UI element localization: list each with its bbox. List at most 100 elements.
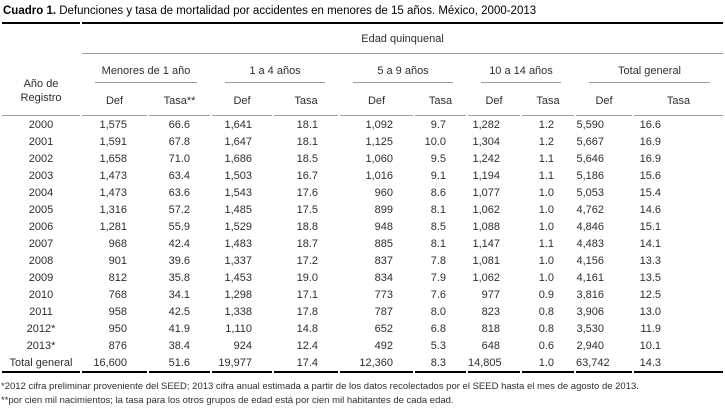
tasa-value: 17.4	[274, 354, 338, 373]
tasa-value: 1.0	[522, 354, 574, 373]
tasa-value: 9.7	[430, 118, 446, 131]
tasa-value: 57.2	[168, 203, 190, 216]
table-body: 2000 1,575 66.6 1,641 18.1 1,092 9.7 1,282 1.2 5,…	[2, 116, 724, 373]
tasa-value: 5.3	[430, 339, 446, 352]
corner-header: Año de Registro	[2, 22, 80, 116]
def-value: 1,591	[99, 135, 127, 148]
tasa-value: 8.6	[430, 186, 446, 199]
row-label: 2006	[28, 220, 54, 233]
tasa-value: 12.5	[639, 288, 662, 301]
def-value: 1,483	[224, 237, 252, 250]
def-value: 4,483	[576, 237, 604, 250]
def-value: 63,742	[576, 354, 632, 373]
def-value: 768	[108, 288, 127, 301]
tasa-value: 35.8	[168, 271, 190, 284]
def-value: 1,110	[225, 322, 252, 335]
table-row: 2001 1,591 67.8 1,647 18.1 1,125 10.0 1,304 1.2 5…	[2, 133, 723, 150]
def-value: 818	[481, 322, 500, 335]
row-label: 2003	[28, 169, 54, 182]
def-value: 3,906	[576, 305, 604, 318]
tasa-value: 16.9	[639, 152, 662, 165]
def-value: 1,077	[472, 186, 500, 199]
def-value: 823	[481, 305, 500, 318]
tasa-value: 15.6	[639, 169, 662, 182]
table-row: 2004 1,473 63.6 1,543 17.6 960 8.6 1,077 1.0 5,05…	[2, 184, 723, 201]
tasa-value: 8.0	[430, 305, 446, 318]
table-row: 2008 901 39.6 1,337 17.2 837 7.8 1,081 1.0 4,156 1…	[2, 252, 723, 269]
header-row-span: Año de Registro Edad quinquenal	[2, 22, 724, 116]
row-label: 2005	[28, 203, 54, 216]
tasa-value: 1.0	[538, 203, 554, 216]
def-value: 1,242	[472, 152, 500, 165]
table-title-text: Defunciones y tasa de mortalidad por acc…	[56, 5, 537, 17]
tasa-value: 8.3	[415, 354, 466, 373]
table-row: 2007 968 42.4 1,483 18.7 885 8.1 1,147 1.1 4,483 1…	[2, 235, 723, 252]
def-value: 12,360	[340, 354, 413, 373]
tasa-value: 38.4	[168, 339, 190, 352]
tasa-value: 1.1	[538, 169, 554, 182]
def-value: 4,161	[576, 271, 604, 284]
tasa-value: 16.9	[639, 135, 662, 148]
table-row: Total general 16,600 51.6 19,977 17.4 12,360 8…	[2, 354, 724, 373]
tasa-value: 0.6	[538, 339, 554, 352]
row-label: 2008	[28, 254, 54, 267]
group-header-cell: Menores de 1 año	[82, 54, 210, 86]
def-value: 1,686	[224, 152, 252, 165]
group-header-5-9: 5 a 9 años	[353, 58, 453, 83]
def-value: 1,503	[224, 169, 252, 182]
def-value: 1,473	[99, 169, 127, 182]
tasa-value: 42.5	[168, 305, 190, 318]
tasa-value: 63.6	[168, 186, 190, 199]
tasa-value: 13.3	[639, 254, 662, 267]
tasa-value: 1.1	[538, 237, 554, 250]
tasa-value: 55.9	[168, 220, 190, 233]
tasa-value: 63.4	[168, 169, 190, 182]
def-value: 5,590	[576, 118, 604, 131]
tasa-value: 41.9	[168, 322, 190, 335]
def-value: 3,816	[576, 288, 604, 301]
tasa-value: 1.1	[538, 152, 554, 165]
mortality-table: Año de Registro Edad quinquenal Menores …	[0, 22, 725, 373]
def-value: 950	[108, 322, 127, 335]
row-label: 2012*	[26, 322, 56, 335]
def-value: 1,088	[472, 220, 500, 233]
tasa-value: 18.8	[296, 220, 318, 233]
def-value: 1,453	[224, 271, 252, 284]
def-value: 1,298	[224, 288, 252, 301]
def-value: 876	[108, 339, 127, 352]
tasa-value: 19.0	[296, 271, 318, 284]
span-header: Edad quinquenal	[82, 22, 724, 54]
def-value: 3,530	[576, 322, 604, 335]
def-value: 5,646	[576, 152, 604, 165]
tasa-value: 0.8	[538, 305, 554, 318]
row-label: Total general	[2, 354, 80, 373]
table-row: 2005 1,316 57.2 1,485 17.5 899 8.1 1,062 1.0 4,76…	[2, 201, 723, 218]
def-value: 924	[233, 339, 252, 352]
def-value: 1,543	[224, 186, 252, 199]
group-header-10-14: 10 a 14 años	[481, 58, 561, 83]
tasa-value: 15.4	[639, 186, 662, 199]
row-label: 2001	[28, 135, 54, 148]
table-header: Año de Registro Edad quinquenal Menores …	[2, 22, 724, 116]
def-value: 652	[374, 322, 393, 335]
table-row: 2011 958 42.5 1,338 17.8 787 8.0 823 0.8 3,906 13.…	[2, 303, 723, 320]
def-value: 1,016	[365, 169, 393, 182]
row-label: 2007	[28, 237, 54, 250]
tasa-value: 14.6	[639, 203, 662, 216]
def-value: 977	[481, 288, 500, 301]
tasa-value: 17.8	[296, 305, 318, 318]
def-value: 885	[374, 237, 393, 250]
def-value: 1,092	[365, 118, 393, 131]
tasa-value: 17.5	[296, 203, 318, 216]
tasa-value: 1.2	[538, 135, 554, 148]
tasa-value: 9.1	[430, 169, 446, 182]
def-value: 1,281	[99, 220, 127, 233]
tasa-value: 7.8	[430, 254, 446, 267]
def-value: 1,641	[224, 118, 252, 131]
def-value: 4,846	[576, 220, 604, 233]
tasa-value: 18.5	[296, 152, 318, 165]
def-value: 1,062	[472, 203, 500, 216]
subheader-def: Def	[576, 86, 632, 116]
group-header-cell: 5 a 9 años	[340, 54, 466, 86]
tasa-value: 66.6	[168, 118, 190, 131]
